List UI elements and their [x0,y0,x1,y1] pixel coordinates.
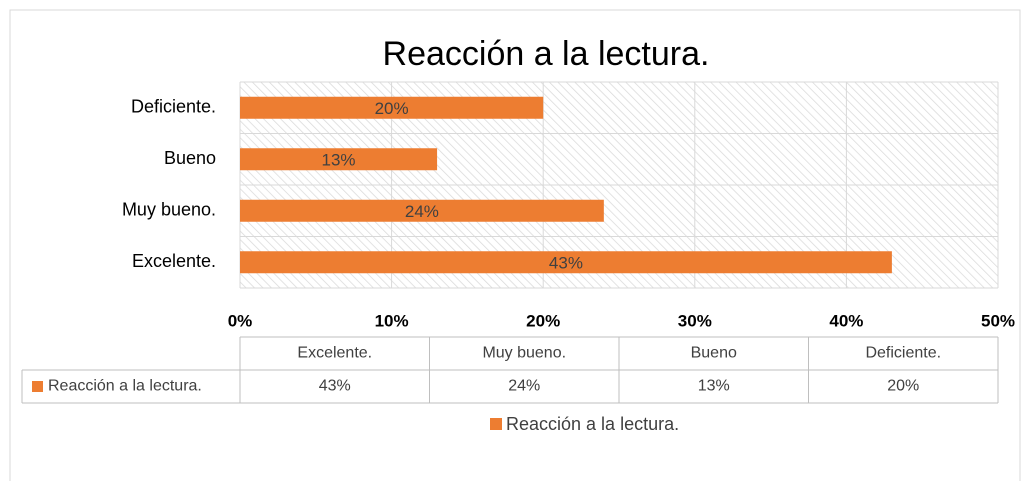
x-tick-label: 0% [228,311,253,330]
bar [240,199,604,222]
data-label: 24% [405,202,439,221]
bar [240,96,544,119]
data-label: 20% [375,99,409,118]
table-header: Muy bueno. [482,345,566,362]
table-legend-swatch [32,381,43,392]
y-tick-label: Bueno [164,148,216,168]
table-cell: 20% [887,378,919,395]
table-cell: 43% [319,378,351,395]
table-header: Excelente. [297,345,372,362]
x-tick-label: 50% [981,311,1015,330]
y-tick-label: Muy bueno. [122,200,216,220]
y-tick-label: Deficiente. [131,97,216,117]
legend-label: Reacción a la lectura. [506,414,679,434]
bar [240,251,892,274]
table-header: Bueno [691,345,737,362]
chart-border [9,9,1021,481]
table-row-label: Reacción a la lectura. [48,378,202,395]
data-label: 43% [549,254,583,273]
x-tick-label: 20% [526,311,560,330]
y-tick-label: Excelente. [132,251,216,271]
x-tick-label: 30% [678,311,712,330]
table-cell: 24% [508,378,540,395]
x-tick-label: 10% [375,311,409,330]
bar [240,148,438,171]
x-tick-label: 40% [829,311,863,330]
table-header: Deficiente. [865,345,941,362]
data-label: 13% [322,151,356,170]
legend-swatch [490,418,502,430]
table-cell: 13% [698,378,730,395]
chart-title: Reacción a la lectura. [383,35,710,73]
